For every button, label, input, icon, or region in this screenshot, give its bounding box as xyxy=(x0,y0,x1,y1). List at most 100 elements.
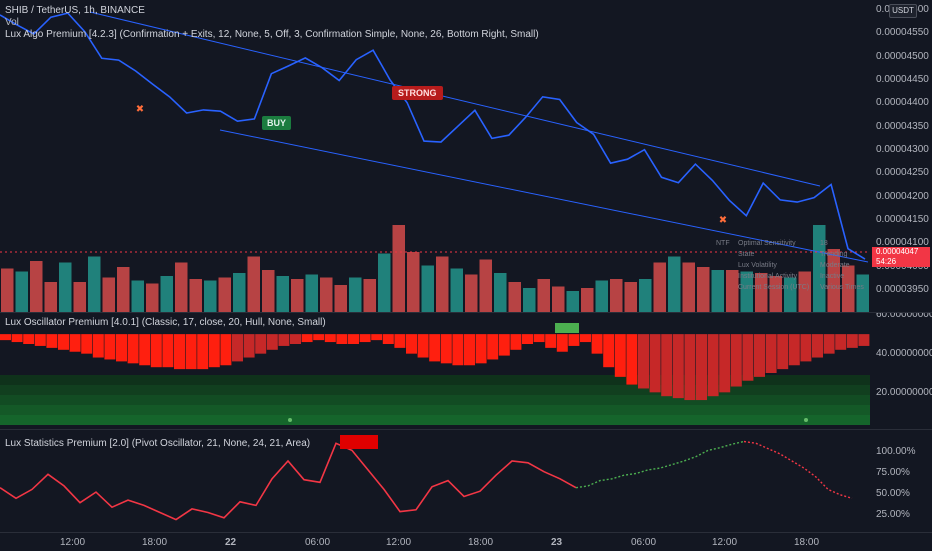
oscillator-bar xyxy=(290,334,301,344)
price-chart[interactable]: ✖✖ xyxy=(0,0,932,312)
volume-bar xyxy=(479,259,492,312)
oscillator-bar xyxy=(452,334,464,366)
volume-bar xyxy=(204,280,217,312)
volume-bar xyxy=(465,274,478,312)
volume-bar xyxy=(784,277,797,312)
volume-bar xyxy=(146,283,159,312)
volume-bar xyxy=(233,273,246,312)
statistics-axis[interactable]: 100.00% 75.00% 50.00% 25.00% xyxy=(870,430,932,532)
oscillator-bar xyxy=(127,334,139,364)
volume-bar xyxy=(639,279,652,312)
oscillator-bar xyxy=(0,334,11,341)
volume-bar xyxy=(276,276,289,312)
volume-bar xyxy=(88,256,101,312)
oscillator-bar xyxy=(719,334,731,393)
oscillator-bar xyxy=(336,334,348,344)
oscillator-axis-tick: 60.00000000 xyxy=(876,313,932,320)
currency-label: USDT xyxy=(892,6,914,15)
volume-bar xyxy=(697,267,710,312)
oscillator-bar xyxy=(626,334,638,385)
buy-signal-label: BUY xyxy=(267,118,287,128)
buy-signal: BUY xyxy=(262,116,292,130)
oscillator-bar xyxy=(382,334,394,344)
volume-bar xyxy=(566,291,579,312)
statistics-pane[interactable]: Lux Statistics Premium [2.0] (Pivot Osci… xyxy=(0,430,932,532)
statistics-axis-tick: 50.00% xyxy=(876,488,910,499)
volume-bar xyxy=(668,256,681,312)
oscillator-bar xyxy=(69,334,81,352)
price-axis-tick: 0.00004550 xyxy=(876,27,929,39)
statistics-forecast-bull xyxy=(575,440,745,489)
oscillator-zone-band xyxy=(0,375,870,385)
volume-bar xyxy=(421,265,434,312)
volume-bar xyxy=(769,276,782,312)
oscillator-bar xyxy=(661,334,673,397)
volume-bar xyxy=(189,279,202,312)
oscillator-bar xyxy=(92,334,104,358)
volume-bar xyxy=(436,256,449,312)
oscillator-bar xyxy=(11,334,23,343)
oscillator-zone-band xyxy=(0,415,870,425)
dashboard-row-label: Current Session (UTC) xyxy=(738,284,810,291)
volume-bar xyxy=(798,271,811,312)
statistics-peak-marker xyxy=(340,435,378,449)
time-axis-tick: 12:00 xyxy=(712,537,738,548)
oscillator-bar xyxy=(81,334,93,354)
lux-algo-title: Lux Algo Premium [4.2.3] (Confirmation +… xyxy=(5,29,539,40)
volume-bar xyxy=(160,276,173,312)
volume-bar xyxy=(523,288,536,312)
volume-bar xyxy=(537,279,550,312)
oscillator-bar xyxy=(568,334,580,346)
oscillator-axis[interactable]: 60.00000000 40.00000000 20.00000000 xyxy=(870,313,932,429)
volume-bar xyxy=(842,265,855,312)
time-axis-tick: 18:00 xyxy=(142,537,168,548)
oscillator-bar xyxy=(614,334,626,377)
oscillator-bar xyxy=(301,334,313,343)
oscillator-chart[interactable] xyxy=(0,313,932,429)
volume-bar xyxy=(117,267,130,312)
oscillator-bar xyxy=(429,334,441,362)
oscillator-zone-band xyxy=(0,395,870,405)
statistics-title: Lux Statistics Premium [2.0] (Pivot Osci… xyxy=(5,438,311,449)
oscillator-bar xyxy=(510,334,522,350)
dashboard-row-label: Lux Volatility xyxy=(738,262,777,269)
price-line xyxy=(0,12,866,260)
time-axis-tick: 18:00 xyxy=(794,537,820,548)
oscillator-bar xyxy=(46,334,58,348)
oscillator-bar xyxy=(139,334,151,366)
time-axis-tick: 06:00 xyxy=(631,537,657,548)
price-axis-tick: 0.00004300 xyxy=(876,144,929,155)
volume-bar xyxy=(595,280,608,312)
oscillator-bar xyxy=(823,334,835,354)
time-axis[interactable]: 12:00 18:00 22 06:00 12:00 18:00 23 06:00 12:00 1… xyxy=(0,532,932,551)
volume-bar xyxy=(378,253,391,312)
volume-bar xyxy=(755,273,768,312)
oscillator-bar xyxy=(406,334,417,354)
price-pane[interactable]: ✖ ✖ SHIB / TetherUS, 1h, BINANCE Vol Lux … xyxy=(0,0,932,312)
volume-bar xyxy=(73,282,86,312)
oscillator-bar xyxy=(765,334,777,373)
dashboard-row-label: Institutional Activity xyxy=(738,273,798,280)
dashboard-row-value: Moderate xyxy=(820,262,850,269)
price-badge-value: 0.00004047 xyxy=(876,247,919,256)
statistics-axis-tick: 100.00% xyxy=(876,446,916,457)
statistics-chart[interactable] xyxy=(0,430,932,532)
volume-bar xyxy=(740,271,753,312)
oscillator-bar xyxy=(150,334,162,368)
volume-bar xyxy=(508,282,521,312)
volume-bar xyxy=(363,279,376,312)
time-axis-tick: 06:00 xyxy=(305,537,331,548)
oscillator-bar xyxy=(208,334,220,368)
oscillator-pane[interactable]: Lux Oscillator Premium [4.0.1] (Classic,… xyxy=(0,313,932,429)
price-axis-tick: 0.00004450 xyxy=(876,74,929,85)
oscillator-bar xyxy=(255,334,267,354)
price-axis-tick: 0.00004350 xyxy=(876,120,929,132)
statistics-axis-tick: 75.00% xyxy=(876,467,910,478)
volume-bar xyxy=(624,282,637,312)
volume-bar xyxy=(15,271,28,312)
price-axis-tick: 0.00004150 xyxy=(876,214,929,225)
oscillator-dot xyxy=(804,418,808,422)
oscillator-bar xyxy=(174,334,185,370)
currency-button[interactable]: USDT xyxy=(889,4,917,18)
volume-bar xyxy=(711,270,724,312)
